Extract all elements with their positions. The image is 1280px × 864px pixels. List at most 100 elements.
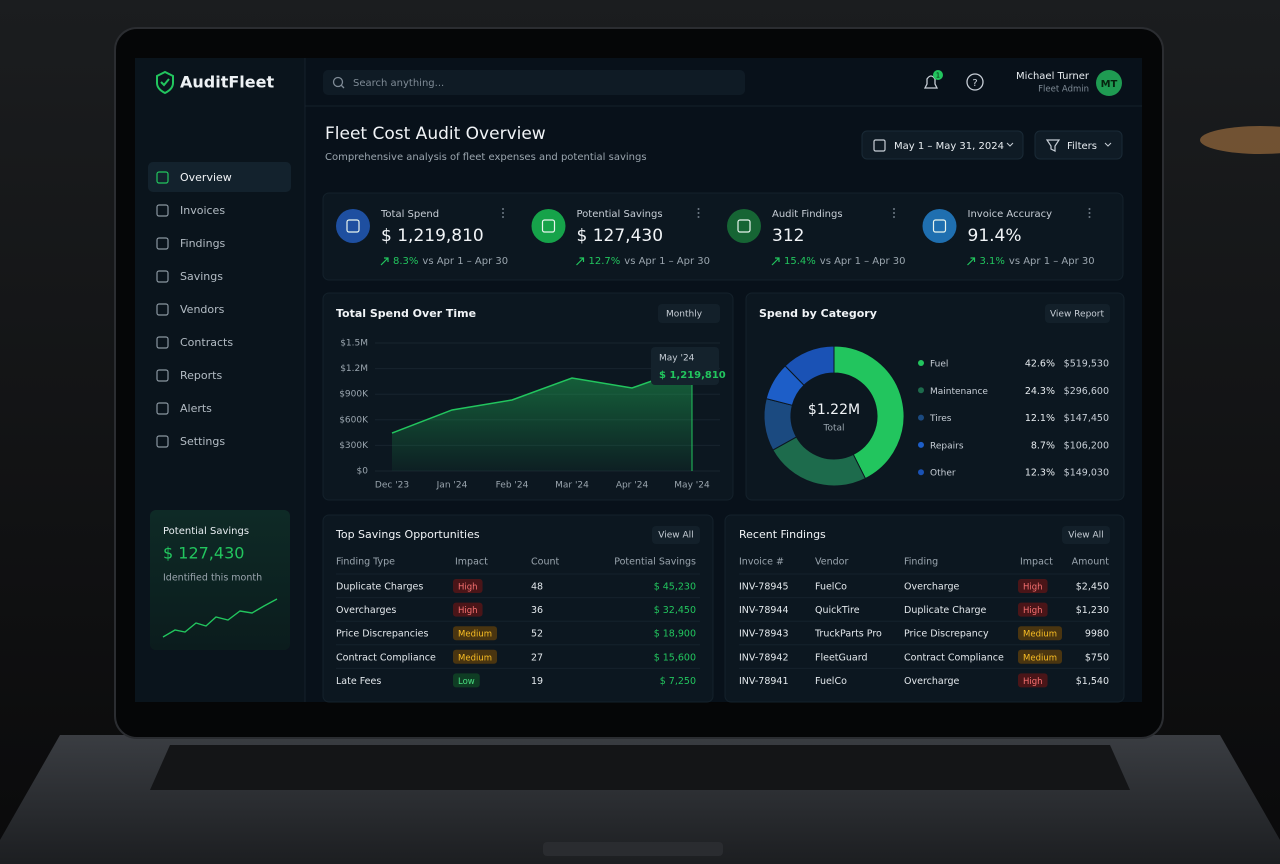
filters-button[interactable] (1034, 130, 1123, 160)
kpi-change: 15.4% (784, 256, 816, 267)
x-tick-label: May '24 (674, 481, 710, 491)
search-box[interactable] (323, 70, 745, 95)
nav-icon (156, 237, 169, 250)
kpi-value: $ 1,219,810 (381, 226, 484, 246)
filters-label[interactable]: Filters (1067, 141, 1097, 152)
table-cell: 52 (531, 629, 543, 640)
side-card-value: $ 127,430 (163, 544, 244, 563)
kpi-period: vs Apr 1 – Apr 30 (422, 256, 508, 267)
table-cell: INV-78942 (739, 652, 789, 663)
kpi-menu[interactable] (1088, 216, 1091, 218)
table-cell: FuelCo (815, 582, 847, 593)
legend-dot (918, 469, 924, 476)
x-tick-label: Apr '24 (616, 481, 649, 491)
legend-dot (918, 414, 924, 421)
view-report-button[interactable] (1045, 304, 1110, 323)
kpi-arrow (380, 257, 389, 266)
kpi-menu[interactable] (502, 212, 504, 214)
table-cell: $2,450 (1076, 582, 1109, 593)
nav-item[interactable]: Reports (180, 369, 222, 382)
table-cell: Overcharge (904, 582, 959, 593)
table-cell: INV-78945 (739, 582, 789, 593)
table-cell: 36 (531, 605, 543, 616)
kpi-menu[interactable] (502, 216, 504, 218)
kpi-icon-glyph (346, 219, 360, 233)
kpi-menu[interactable] (697, 216, 700, 218)
sparkline (162, 598, 278, 638)
impact-badge (453, 579, 483, 593)
nav-item[interactable]: Contracts (180, 336, 233, 349)
table-header: Invoice # (739, 557, 784, 568)
filter-icon (1045, 139, 1061, 152)
help-icon[interactable] (966, 73, 984, 91)
view-all-button[interactable] (652, 526, 700, 544)
notification-badge (933, 70, 943, 80)
legend-amount: $296,600 (1064, 386, 1109, 397)
nav-item[interactable]: Savings (180, 270, 223, 283)
chart-control[interactable]: Monthly (666, 310, 703, 320)
kpi-change: 3.1% (980, 256, 1005, 267)
bell-icon[interactable] (923, 75, 939, 89)
kpi-label: Total Spend (380, 209, 439, 220)
tooltip-category: May '24 (659, 354, 695, 364)
line (391, 366, 693, 434)
x-tick-label: Mar '24 (555, 481, 589, 491)
search-icon (340, 84, 345, 89)
nav-icon (156, 303, 169, 316)
nav-item[interactable]: Findings (180, 237, 226, 250)
kpi-value: 91.4% (968, 226, 1022, 246)
table-cell: Contract Compliance (336, 652, 436, 663)
nav-icon (156, 402, 169, 415)
kpi-menu[interactable] (502, 208, 504, 210)
avatar[interactable] (1096, 70, 1122, 96)
date-button[interactable] (861, 130, 1024, 160)
y-tick-label: $300K (339, 441, 369, 451)
legend-percent: 8.7% (1031, 440, 1055, 451)
chart-control[interactable]: View Report (1050, 310, 1105, 320)
nav-item[interactable]: Alerts (180, 402, 212, 415)
table-cell: $ 15,600 (654, 652, 696, 663)
kpi-value: 312 (772, 226, 804, 246)
nav-item[interactable]: Settings (180, 435, 225, 448)
keyboard (150, 745, 1130, 790)
calendar-icon (873, 139, 886, 152)
legend-amount: $519,530 (1064, 359, 1109, 370)
kpi-menu[interactable] (893, 212, 895, 214)
impact-label: High (1023, 677, 1043, 687)
kpi-icon (727, 209, 761, 243)
donut-segment (784, 345, 835, 386)
impact-badge (1018, 602, 1048, 617)
table-cell: 27 (531, 652, 543, 663)
table-action[interactable]: View All (1068, 531, 1103, 541)
kpi-menu[interactable] (893, 216, 895, 218)
kpi-arrow (771, 257, 780, 266)
nav-item[interactable]: Overview (180, 171, 232, 184)
table-cell: Duplicate Charge (904, 605, 987, 616)
nav-item[interactable]: Vendors (180, 303, 225, 316)
x-tick-label: Jan '24 (436, 481, 468, 491)
table-cell: $ 18,900 (654, 629, 696, 640)
page-subtitle: Comprehensive analysis of fleet expenses… (325, 152, 647, 163)
nav-icon (156, 204, 169, 217)
kpi-icon (531, 209, 566, 243)
area (392, 366, 692, 471)
kpi-change: 8.3% (393, 256, 418, 267)
table-action[interactable]: View All (658, 531, 693, 541)
impact-label: Low (458, 677, 475, 687)
view-all-button[interactable] (1062, 526, 1110, 544)
kpi-menu[interactable] (1088, 212, 1091, 214)
kpi-menu[interactable] (697, 208, 700, 210)
avatar-initials: MT (1101, 79, 1118, 90)
nav-item[interactable]: Invoices (180, 204, 225, 217)
impact-label: Medium (458, 653, 492, 663)
table-cell: $1,230 (1076, 605, 1109, 616)
table-cell: Duplicate Charges (336, 582, 423, 593)
monthly-button[interactable] (658, 304, 720, 323)
y-tick-label: $0 (357, 467, 369, 477)
kpi-menu[interactable] (697, 212, 700, 214)
kpi-menu[interactable] (1088, 208, 1091, 210)
kpi-menu[interactable] (893, 208, 895, 210)
date-range[interactable]: May 1 – May 31, 2024 (894, 141, 1004, 152)
y-tick-label: $600K (339, 415, 369, 425)
